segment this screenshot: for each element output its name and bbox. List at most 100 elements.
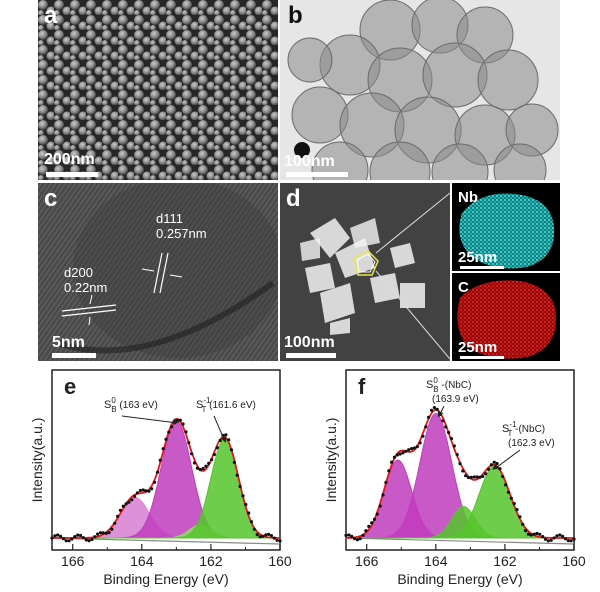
data-point	[378, 504, 382, 508]
data-point	[87, 539, 91, 543]
data-point	[452, 444, 456, 448]
c-map-label: C	[458, 279, 469, 296]
data-point	[484, 472, 488, 476]
data-point	[249, 520, 254, 524]
nb-map-image	[452, 183, 560, 271]
data-point	[375, 512, 379, 516]
data-point	[96, 532, 100, 536]
background-line	[345, 537, 575, 545]
data-point	[418, 441, 422, 445]
x-axis-label: Binding Energy (eV)	[397, 571, 522, 587]
data-point	[404, 449, 408, 453]
scale-bar-a	[46, 172, 98, 177]
data-point	[498, 467, 502, 471]
data-point	[347, 533, 351, 537]
data-point	[469, 475, 473, 479]
data-point	[204, 464, 208, 468]
data-point	[98, 531, 103, 535]
panel-c-hrtem-image: c d111 0.257nm d200 0.22nm 5nm	[38, 183, 278, 361]
data-point	[210, 458, 214, 462]
data-point	[532, 532, 536, 536]
data-point	[535, 531, 539, 536]
data-point	[449, 437, 454, 441]
data-point	[153, 480, 157, 484]
data-point	[78, 533, 83, 538]
data-point	[435, 407, 439, 411]
data-point	[232, 460, 236, 464]
data-point	[447, 430, 451, 435]
data-point	[164, 437, 168, 441]
data-point	[212, 452, 216, 457]
data-point	[558, 533, 562, 537]
data-point	[138, 488, 142, 493]
data-point	[364, 529, 368, 533]
x-tick-label: 160	[268, 553, 292, 569]
data-point	[512, 502, 516, 506]
x-tick-label: 162	[493, 553, 517, 569]
data-point	[181, 422, 185, 426]
scale-label-d: 100nm	[284, 334, 335, 351]
x-tick-label: 164	[130, 553, 154, 569]
annotation-arrowhead	[220, 436, 227, 443]
data-point	[489, 463, 493, 467]
d200-spacing: 0.22nm	[64, 280, 108, 295]
data-point	[215, 446, 219, 450]
data-point	[224, 433, 228, 437]
data-point	[344, 533, 348, 537]
data-point	[90, 537, 94, 542]
c-map-scale-bar	[460, 356, 504, 359]
annotation-arrowhead	[173, 418, 180, 425]
peak-annotation-value-2: (162.3 eV)	[508, 438, 555, 449]
data-point	[241, 494, 245, 498]
data-point	[538, 532, 542, 536]
data-point	[518, 515, 522, 519]
data-point	[361, 533, 365, 537]
data-point	[218, 438, 222, 443]
annotation-arrowhead	[492, 463, 499, 470]
data-point	[495, 461, 499, 466]
data-point	[541, 535, 545, 539]
data-point	[358, 537, 362, 541]
data-point	[415, 445, 419, 449]
data-point	[481, 474, 485, 478]
tem-micrograph	[280, 0, 560, 180]
peak-annotation-2: S-1 T -(NbC)	[502, 420, 545, 438]
c-map-scale-label: 25nm	[458, 339, 498, 356]
x-tick-label: 162	[199, 553, 223, 569]
data-point	[161, 447, 165, 451]
data-point	[387, 469, 391, 473]
data-point	[372, 517, 377, 521]
xps-chart-e: e 166 164 162 160 Binding Energy (eV) Intensit…	[29, 369, 292, 587]
data-point	[515, 508, 519, 512]
panel-d-haadf-image: d 100nm	[280, 183, 450, 361]
data-point	[118, 508, 122, 512]
envelope-fit-line	[52, 417, 280, 539]
data-point	[178, 418, 182, 422]
data-point	[113, 521, 117, 525]
data-point	[384, 480, 388, 485]
data-point	[523, 529, 528, 533]
data-point	[184, 430, 188, 434]
data-point	[244, 502, 248, 507]
xps-chart-f: f 166 164 162 160 Binding Energy (eV) Intensit…	[323, 369, 586, 587]
annotation-arrow	[121, 415, 177, 424]
data-point	[73, 535, 77, 539]
panel-b-tem-image: b 100nm	[280, 0, 560, 180]
hrtem-micrograph	[38, 183, 278, 361]
data-point	[275, 538, 279, 542]
data-point	[472, 475, 476, 479]
data-point	[144, 489, 148, 493]
data-point	[76, 533, 80, 537]
data-point	[566, 539, 570, 543]
data-point	[116, 514, 120, 518]
data-point	[64, 539, 68, 543]
x-tick-label: 166	[355, 553, 379, 569]
data-point	[258, 535, 262, 539]
data-point	[549, 538, 553, 542]
c-map-image	[452, 273, 560, 361]
data-point	[59, 534, 63, 538]
data-point	[255, 533, 259, 537]
data-point	[350, 534, 354, 538]
data-point	[278, 539, 282, 543]
data-point	[441, 419, 445, 423]
